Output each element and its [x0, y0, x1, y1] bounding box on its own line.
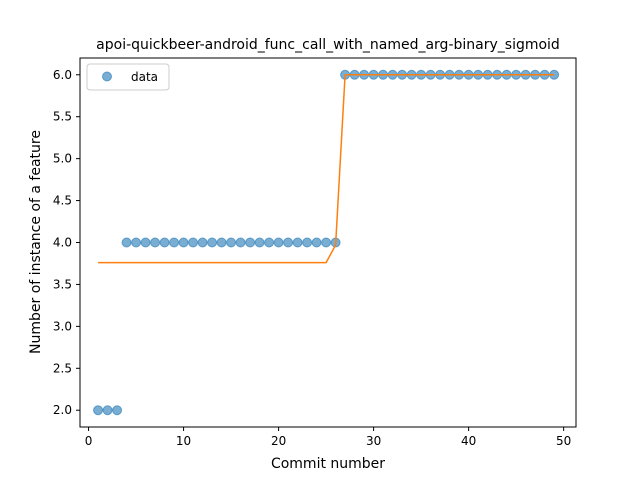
data-point — [217, 238, 226, 247]
data-point — [236, 238, 245, 247]
legend-marker-data — [103, 72, 112, 81]
legend: data — [87, 64, 169, 90]
data-point — [227, 238, 236, 247]
data-point — [208, 238, 217, 247]
data-point — [293, 238, 302, 247]
data-point — [94, 406, 103, 415]
data-point — [255, 238, 264, 247]
data-point — [179, 238, 188, 247]
data-point — [113, 406, 122, 415]
data-point — [312, 238, 321, 247]
data-point — [303, 238, 312, 247]
y-tick-label: 6.0 — [53, 68, 72, 82]
x-tick-label: 20 — [271, 434, 286, 448]
x-tick-label: 30 — [366, 434, 381, 448]
data-point — [132, 238, 141, 247]
data-point — [274, 238, 283, 247]
y-tick-label: 5.5 — [53, 110, 72, 124]
data-point — [265, 238, 274, 247]
y-tick-label: 4.5 — [53, 194, 72, 208]
data-point — [322, 238, 331, 247]
chart-title: apoi-quickbeer-android_func_call_with_na… — [96, 37, 560, 53]
y-tick-label: 3.5 — [53, 277, 72, 291]
x-axis-label: Commit number — [271, 456, 385, 472]
data-point — [151, 238, 160, 247]
x-tick-label: 40 — [461, 434, 476, 448]
data-point — [122, 238, 131, 247]
data-point — [246, 238, 255, 247]
x-tick-label: 50 — [556, 434, 571, 448]
data-point — [160, 238, 169, 247]
y-tick-label: 4.0 — [53, 236, 72, 250]
y-tick-label: 5.0 — [53, 152, 72, 166]
x-tick-label: 10 — [176, 434, 191, 448]
x-tick-label: 0 — [85, 434, 93, 448]
y-tick-label: 2.0 — [53, 403, 72, 417]
data-point — [170, 238, 179, 247]
y-tick-label: 3.0 — [53, 319, 72, 333]
y-axis-label: Number of instance of a feature — [28, 130, 44, 354]
data-point — [284, 238, 293, 247]
data-point — [141, 238, 150, 247]
data-point — [189, 238, 198, 247]
y-tick-label: 2.5 — [53, 361, 72, 375]
data-point — [103, 406, 112, 415]
legend-label-data: data — [131, 70, 158, 84]
data-point — [198, 238, 207, 247]
